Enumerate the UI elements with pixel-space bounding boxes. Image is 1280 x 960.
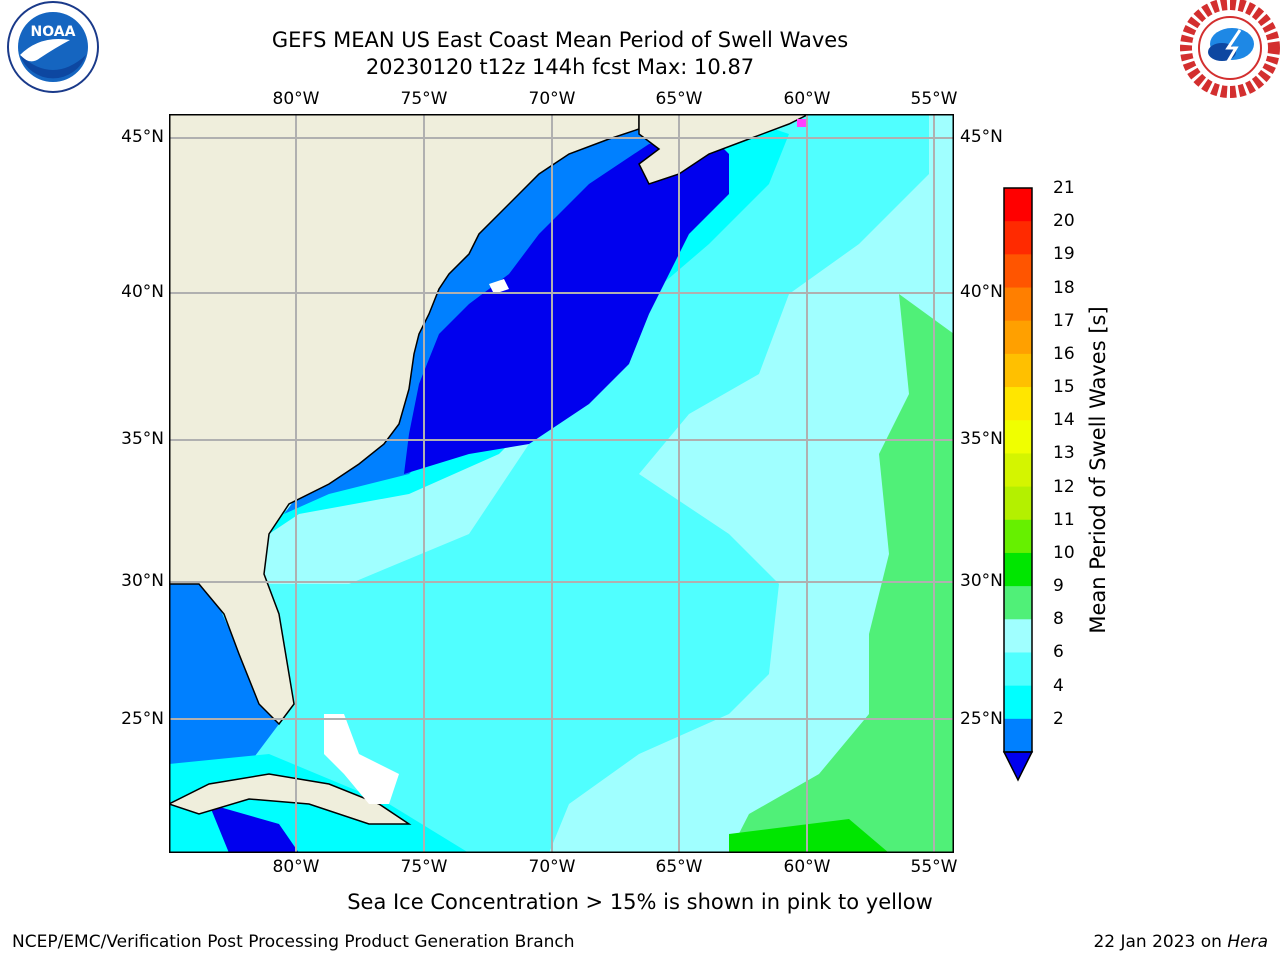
colorbar-segment [1004,519,1032,554]
lon-tick-top: 80°W [272,89,320,109]
colorbar-segment [1004,221,1032,255]
colorbar-tick-label: 14 [1053,410,1075,431]
lat-tick-left: 35°N [121,429,164,449]
colorbar-segment [1004,188,1032,222]
sea-ice-note: Sea Ice Concentration > 15% is shown in … [347,890,933,914]
lat-tick-left: 30°N [121,571,164,591]
colorbar-tick-label: 20 [1053,211,1075,232]
footer-date-text: 22 Jan 2023 on [1093,932,1228,952]
colorbar-segment [1004,453,1032,488]
colorbar-tick-label: 13 [1053,443,1075,464]
graticule [169,114,954,853]
chart-subtitle-forecast: 20230120 t12z 144h fcst Max: 10.87 [365,55,755,79]
colorbar-tick-label: 4 [1053,675,1064,696]
lat-tick-right: 35°N [960,429,1003,449]
colorbar-segment [1004,353,1032,388]
colorbar-segment [1004,552,1032,587]
colorbar-segment [1004,387,1032,421]
shelf-patch-north [489,279,509,294]
lat-tick-left: 45°N [121,127,164,147]
lon-tick-top: 75°W [400,89,448,109]
colorbar-tick-label: 10 [1053,542,1075,563]
colorbar-tick-label: 15 [1053,377,1075,398]
sea-ice-marker [797,119,807,127]
nws-logo-icon [1180,0,1280,98]
lat-tick-right: 25°N [960,709,1003,729]
ocean-band-6-8 [169,114,929,853]
colorbar-segment [1004,320,1032,355]
colorbar-tick-label: 6 [1053,642,1064,663]
colorbar-tick-label: 2 [1053,708,1064,729]
lat-tick-right: 45°N [960,127,1003,147]
colorbar-tick-label: 18 [1053,277,1075,298]
lon-tick-bottom: 60°W [783,857,831,877]
lon-tick-top: 65°W [655,89,703,109]
colorbar-segment [1004,652,1032,687]
lon-tick-bottom: 75°W [400,857,448,877]
noaa-logo-icon: NOAA [7,1,99,93]
footer-host: Hera [1227,932,1268,952]
colorbar-tick-label: 21 [1053,178,1075,198]
lat-tick-left: 25°N [121,709,164,729]
ocean-band-10-11 [729,819,889,853]
footer-credit: NCEP/EMC/Verification Post Processing Pr… [12,932,575,952]
lat-tick-right: 40°N [960,282,1003,302]
lon-tick-top: 55°W [910,89,958,109]
lat-tick-right: 30°N [960,571,1003,591]
lon-tick-top: 60°W [783,89,831,109]
chart-title: GEFS MEAN US East Coast Mean Period of S… [271,28,849,52]
colorbar-tick-label: 16 [1053,343,1075,364]
colorbar-title: Mean Period of Swell Waves [s] [1086,306,1110,634]
colorbar-segment [1004,619,1032,653]
colorbar-tick-label: 12 [1053,476,1075,497]
ocean-band-9-10-east [729,294,954,853]
colorbar-segment [1004,254,1032,289]
footer-date: 22 Jan 2023 on Hera [1093,932,1268,952]
colorbar-under-triangle [1002,751,1034,782]
lon-tick-bottom: 80°W [272,857,320,877]
caribbean-dark [209,804,299,853]
colorbar-tick-label: 11 [1053,509,1075,530]
land-us-east-coast [169,114,640,726]
colorbar-tick-label: 9 [1053,576,1064,597]
colorbar-segment [1004,486,1032,521]
lon-tick-bottom: 65°W [655,857,703,877]
colorbar-segment [1004,718,1032,753]
lat-tick-left: 40°N [121,282,164,302]
colorbar-tick-label: 17 [1053,310,1075,331]
colorbar-segment [1004,586,1032,620]
noaa-logo-text: NOAA [31,24,76,40]
ocean-band-under-2 [404,134,729,474]
bahamas-shelf [324,714,399,804]
colorbar-tick-label: 8 [1053,609,1064,630]
colorbar-segment [1004,685,1032,720]
land-cuba [169,773,412,825]
colorbar-segment [1004,420,1032,454]
colorbar [1002,187,1034,782]
colorbar-segment [1004,287,1032,322]
swell-period-map [169,114,954,853]
lon-tick-bottom: 70°W [528,857,576,877]
lon-tick-bottom: 55°W [910,857,958,877]
lon-tick-top: 70°W [528,89,576,109]
colorbar-tick-label: 19 [1053,244,1075,265]
